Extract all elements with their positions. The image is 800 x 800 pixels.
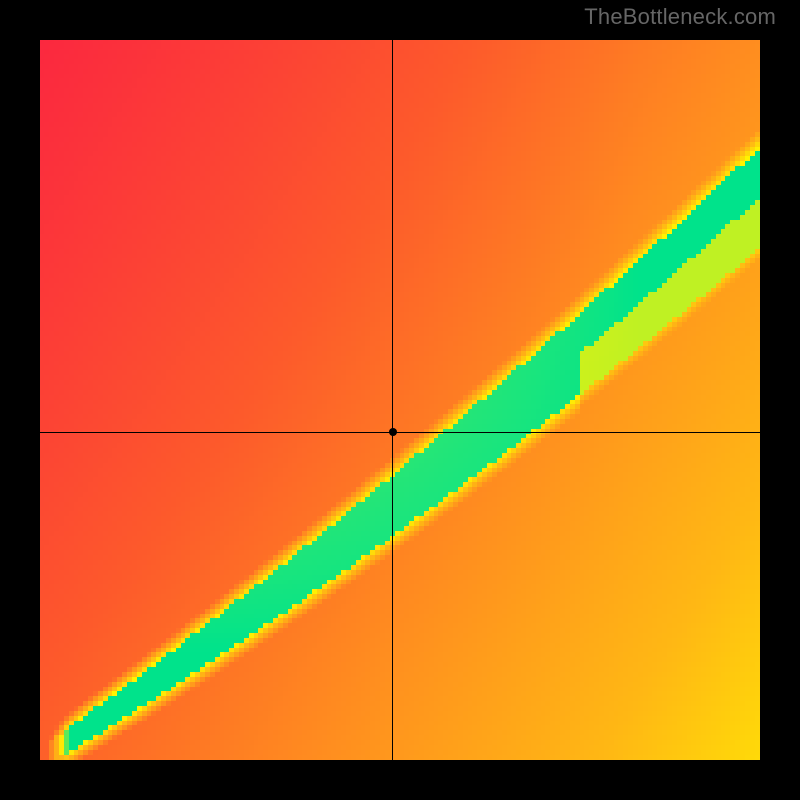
plot-area [40,40,760,760]
bottleneck-heatmap [40,40,760,760]
watermark-text: TheBottleneck.com [584,4,776,30]
chart-frame: TheBottleneck.com [0,0,800,800]
crosshair-vertical [392,40,393,760]
crosshair-horizontal [40,432,760,433]
crosshair-marker [389,428,397,436]
